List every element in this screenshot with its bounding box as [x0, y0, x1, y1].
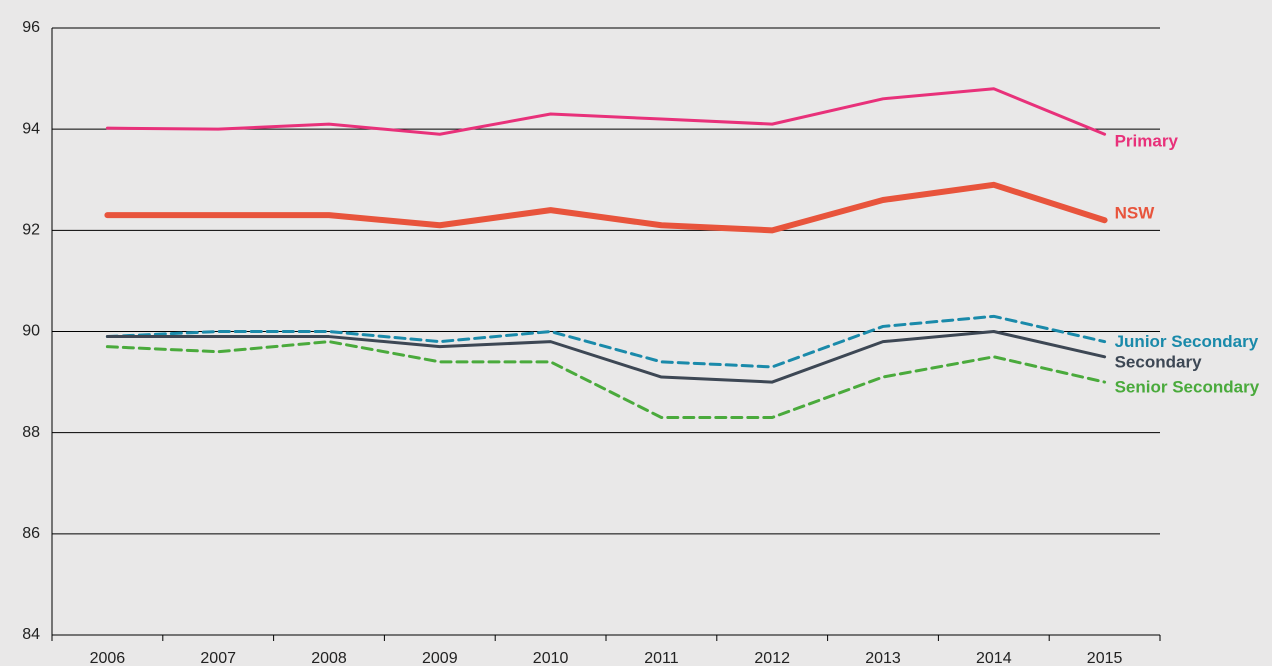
- series-line: [105, 314, 1107, 369]
- x-tick-label: 2012: [754, 650, 790, 666]
- x-tick-label: 2008: [311, 650, 347, 666]
- x-tick-label: 2015: [1087, 650, 1123, 666]
- series-line: [105, 340, 1107, 419]
- y-tick-label: 96: [22, 19, 40, 36]
- series-line: [105, 87, 1107, 136]
- series-line: [105, 330, 1107, 384]
- y-tick-label: 90: [22, 323, 40, 340]
- series-label: Primary: [1115, 132, 1179, 151]
- y-tick-label: 86: [22, 525, 40, 542]
- series-label: Senior Secondary: [1115, 378, 1260, 397]
- y-tick-label: 88: [22, 424, 40, 441]
- x-tick-label: 2010: [533, 650, 569, 666]
- series-label: Secondary: [1115, 352, 1202, 371]
- y-tick-label: 92: [22, 222, 40, 239]
- x-tick-label: 2013: [865, 650, 901, 666]
- series-label: Junior Secondary: [1115, 332, 1259, 351]
- y-tick-label: 84: [22, 626, 40, 643]
- x-tick-label: 2011: [644, 650, 679, 666]
- x-tick-label: 2014: [976, 650, 1012, 666]
- series-label: NSW: [1115, 204, 1156, 223]
- series-line: [104, 181, 1108, 234]
- x-tick-label: 2007: [200, 650, 236, 666]
- y-tick-label: 94: [22, 120, 40, 137]
- x-tick-label: 2009: [422, 650, 458, 666]
- x-tick-label: 2006: [90, 650, 126, 666]
